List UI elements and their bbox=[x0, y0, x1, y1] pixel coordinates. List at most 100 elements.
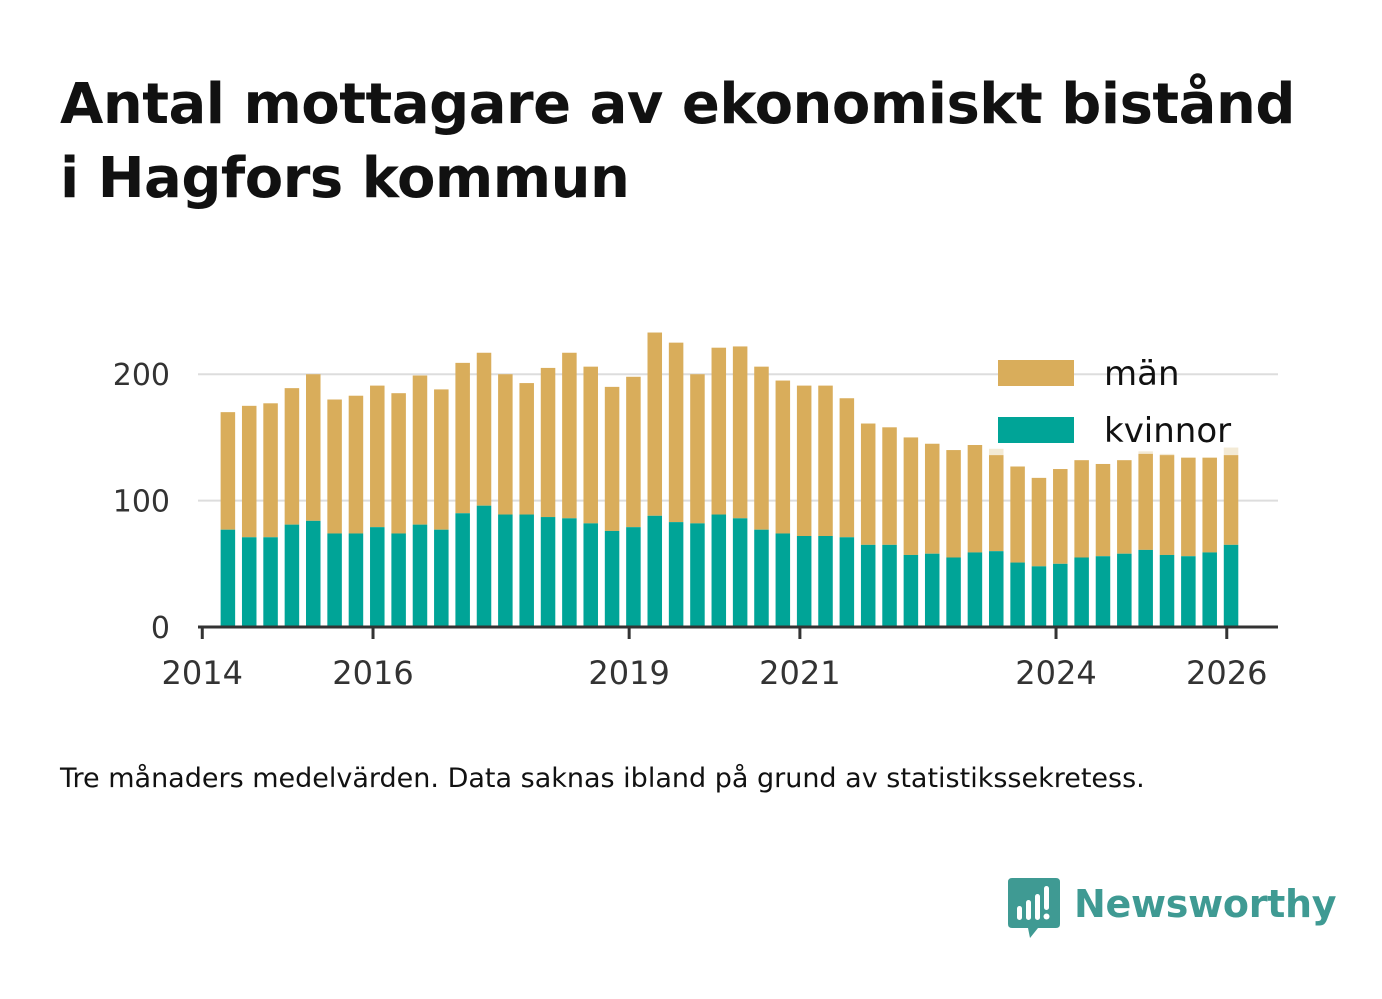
bar-kvinnor bbox=[1010, 562, 1025, 627]
bar-kvinnor bbox=[583, 523, 598, 627]
bar-man bbox=[647, 332, 663, 516]
legend-swatch bbox=[998, 417, 1074, 443]
bar-kvinnor bbox=[924, 553, 940, 627]
bar-kvinnor bbox=[1095, 556, 1111, 627]
bar-man bbox=[498, 374, 513, 515]
bar-man bbox=[711, 347, 727, 515]
x-tick-label: 2026 bbox=[1186, 654, 1267, 692]
bar-uncertainty bbox=[1159, 453, 1175, 456]
bar-kvinnor bbox=[370, 527, 385, 627]
bar-kvinnor bbox=[668, 522, 684, 627]
bar-man bbox=[839, 398, 855, 538]
legend-label: kvinnor bbox=[1104, 411, 1231, 451]
bar-man bbox=[1031, 477, 1047, 567]
bar-man bbox=[626, 376, 641, 528]
bar-man bbox=[562, 352, 577, 519]
bar-man bbox=[860, 423, 876, 545]
bar-kvinnor bbox=[1159, 554, 1175, 627]
stacked-bar-chart: 0 100 200 2014 2016 2019 2021 2024 2026 män kvinn… bbox=[113, 332, 1278, 692]
bar-kvinnor bbox=[626, 527, 641, 627]
bar-kvinnor bbox=[1074, 557, 1089, 627]
bar-kvinnor bbox=[263, 537, 278, 627]
bar-man bbox=[1138, 453, 1153, 550]
bar-kvinnor bbox=[434, 529, 449, 627]
bar-kvinnor bbox=[647, 515, 663, 627]
bar-kvinnor bbox=[1181, 556, 1196, 627]
bar-kvinnor bbox=[519, 514, 534, 627]
bar-man bbox=[540, 367, 556, 518]
bar-kvinnor bbox=[690, 523, 705, 627]
bar-man bbox=[306, 374, 321, 521]
bar-kvinnor bbox=[946, 557, 961, 627]
bar-man bbox=[1159, 455, 1175, 555]
y-tick-label: 100 bbox=[113, 485, 170, 520]
bar-kvinnor bbox=[1202, 552, 1217, 627]
bar-man bbox=[412, 375, 428, 525]
bar-man bbox=[818, 385, 833, 537]
bar-kvinnor bbox=[839, 537, 855, 627]
bar-man bbox=[1223, 455, 1239, 545]
bar-kvinnor bbox=[498, 514, 513, 627]
bar-kvinnor bbox=[412, 524, 428, 627]
bar-man bbox=[796, 385, 812, 537]
bar-man bbox=[1181, 457, 1196, 557]
x-tick-label: 2024 bbox=[1015, 654, 1096, 692]
chart-title-line-2: i Hagfors kommun bbox=[60, 146, 630, 211]
bar-man bbox=[434, 389, 449, 530]
bar-man bbox=[476, 352, 492, 506]
bar-kvinnor bbox=[241, 537, 257, 627]
bar-uncertainty bbox=[989, 448, 1004, 456]
bar-kvinnor bbox=[604, 530, 620, 627]
bar-man bbox=[241, 405, 257, 538]
bar-kvinnor bbox=[882, 544, 897, 627]
bar-man bbox=[1010, 466, 1025, 563]
bar-man bbox=[263, 403, 278, 538]
bar-man bbox=[903, 437, 919, 555]
bar-man bbox=[690, 374, 705, 524]
bar-kvinnor bbox=[1117, 553, 1132, 627]
bar-man bbox=[583, 366, 598, 524]
bar-uncertainty bbox=[1138, 451, 1153, 454]
bar-man bbox=[775, 380, 791, 534]
legend-swatch bbox=[998, 360, 1074, 386]
legend-label: män bbox=[1104, 354, 1180, 394]
bar-man bbox=[604, 386, 620, 531]
bar-man bbox=[327, 399, 342, 534]
bar-man bbox=[989, 455, 1004, 552]
bar-kvinnor bbox=[540, 517, 556, 627]
bar-kvinnor bbox=[1031, 566, 1047, 627]
bar-kvinnor bbox=[860, 544, 876, 627]
chart-caption: Tre månaders medelvärden. Data saknas ib… bbox=[60, 763, 1145, 794]
x-tick-label: 2016 bbox=[332, 654, 413, 692]
axes: 0 100 200 2014 2016 2019 2021 2024 2026 bbox=[113, 358, 1278, 692]
bar-man bbox=[284, 388, 300, 525]
bar-man bbox=[1074, 460, 1089, 558]
chart-title-line-1: Antal mottagare av ekonomiskt bistånd bbox=[60, 72, 1295, 137]
bar-man bbox=[519, 383, 534, 515]
bar-kvinnor bbox=[1053, 563, 1068, 627]
bar-kvinnor bbox=[348, 533, 364, 627]
bar-man bbox=[967, 445, 983, 553]
bar-kvinnor bbox=[284, 524, 300, 627]
bar-kvinnor bbox=[754, 529, 769, 627]
bar-kvinnor bbox=[1223, 544, 1239, 627]
bar-kvinnor bbox=[1138, 549, 1153, 627]
x-tick-label: 2014 bbox=[162, 654, 243, 692]
bar-man bbox=[1117, 460, 1132, 554]
brand-name: Newsworthy bbox=[1074, 882, 1337, 926]
brand-logo: Newsworthy bbox=[1008, 878, 1337, 940]
bar-kvinnor bbox=[818, 536, 833, 627]
bar-kvinnor bbox=[903, 554, 919, 627]
bar-kvinnor bbox=[796, 536, 812, 627]
bar-man bbox=[391, 393, 406, 534]
bar-man bbox=[924, 443, 940, 554]
bar-kvinnor bbox=[775, 533, 791, 627]
legend: män kvinnor bbox=[998, 354, 1231, 451]
bar-man bbox=[348, 395, 364, 534]
bar-kvinnor bbox=[306, 520, 321, 627]
bar-kvinnor bbox=[220, 529, 236, 627]
y-tick-label: 0 bbox=[151, 611, 170, 646]
bar-man bbox=[1095, 463, 1111, 557]
bar-kvinnor bbox=[476, 505, 492, 627]
x-tick-label: 2021 bbox=[759, 654, 840, 692]
